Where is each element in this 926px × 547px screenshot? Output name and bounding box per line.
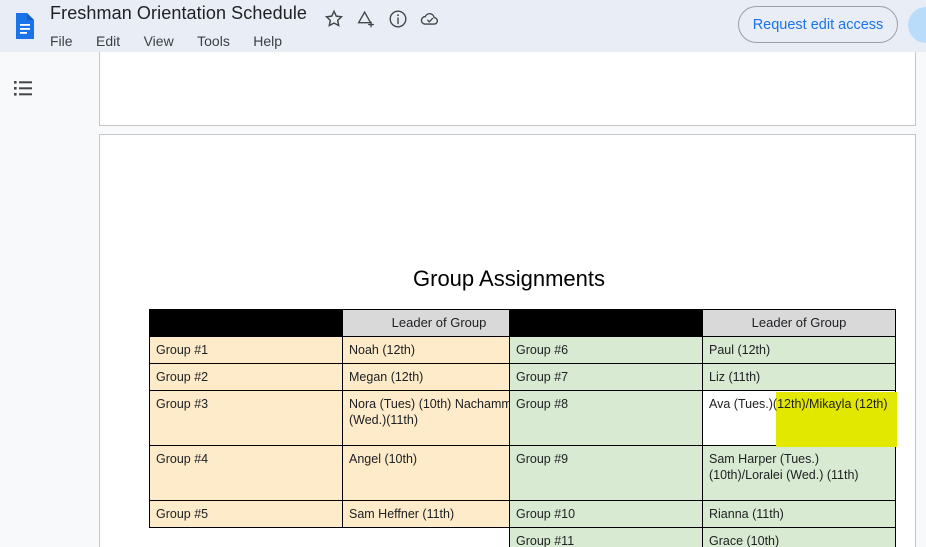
- offline-cloud-icon[interactable]: [419, 8, 441, 30]
- table-header-row: Leader of Group: [509, 309, 896, 337]
- group-leader: Paul (12th): [702, 336, 896, 364]
- group-leader: Nora (Tues) (10th) Nachammai (Wed.)(11th…: [342, 390, 536, 446]
- document-title[interactable]: Freshman Orientation Schedule: [50, 3, 308, 23]
- table-header-row: Leader of Group: [149, 309, 536, 337]
- group-label: Group #1: [149, 336, 343, 364]
- header-cell-leader: Leader of Group: [342, 309, 536, 337]
- google-docs-icon[interactable]: [10, 11, 40, 41]
- document-page-previous: [99, 52, 916, 126]
- request-edit-access-button[interactable]: Request edit access: [738, 6, 898, 43]
- group-label: Group #10: [509, 500, 703, 528]
- group-leader: Angel (10th): [342, 445, 536, 501]
- document-outline-icon[interactable]: [14, 80, 38, 100]
- table-row: Group #7 Liz (11th): [509, 363, 896, 391]
- group-leader: Sam Harper (Tues.) (10th)/Loralei (Wed.)…: [702, 445, 896, 501]
- group-label: Group #11: [509, 527, 703, 547]
- group-leader: Grace (10th): [702, 527, 896, 547]
- table-row: Group #5 Sam Heffner (11th): [149, 500, 536, 528]
- header-cell-blank: [149, 309, 343, 337]
- table-row: Group #1 Noah (12th): [149, 336, 536, 364]
- group-label: Group #2: [149, 363, 343, 391]
- table-row: Group #4 Angel (10th): [149, 445, 536, 501]
- star-icon[interactable]: [323, 8, 345, 30]
- page-title: Group Assignments: [413, 266, 605, 291]
- table-row: Group #8 Ava (Tues.)(12th)/Mikayla (12th…: [509, 390, 896, 446]
- group-label: Group #9: [509, 445, 703, 501]
- group-label: Group #4: [149, 445, 343, 501]
- group-label: Group #3: [149, 390, 343, 446]
- table-row: Group #6 Paul (12th): [509, 336, 896, 364]
- group-leader: Liz (11th): [702, 363, 896, 391]
- document-page: Group Assignments Leader of Group Group …: [99, 134, 916, 547]
- group-leader: Sam Heffner (11th): [342, 500, 536, 528]
- group-label: Group #6: [509, 336, 703, 364]
- menu-item-file[interactable]: File: [50, 33, 73, 49]
- group-leader: Noah (12th): [342, 336, 536, 364]
- menu-item-edit[interactable]: Edit: [96, 33, 121, 49]
- menu-bar: File Edit View Tools Help: [50, 31, 301, 51]
- group-assignments-table-left: Leader of Group Group #1 Noah (12th) Gro…: [149, 309, 536, 528]
- table-row: Group #9 Sam Harper (Tues.) (10th)/Loral…: [509, 445, 896, 501]
- menu-item-help[interactable]: Help: [253, 33, 283, 49]
- group-label: Group #8: [509, 390, 703, 446]
- move-to-drive-icon[interactable]: [355, 8, 377, 30]
- group-label: Group #7: [509, 363, 703, 391]
- group-assignments-table-right: Leader of Group Group #6 Paul (12th) Gro…: [509, 309, 896, 547]
- avatar[interactable]: [908, 7, 926, 43]
- table-row: Group #11 Grace (10th): [509, 527, 896, 547]
- table-row: Group #3 Nora (Tues) (10th) Nachammai (W…: [149, 390, 536, 446]
- table-row: Group #2 Megan (12th): [149, 363, 536, 391]
- document-canvas[interactable]: Group Assignments Leader of Group Group …: [99, 52, 926, 547]
- info-icon[interactable]: [387, 8, 409, 30]
- app-header-bar: Freshman Orientation Schedule File Edit …: [0, 0, 926, 52]
- group-leader: Megan (12th): [342, 363, 536, 391]
- table-row: Group #10 Rianna (11th): [509, 500, 896, 528]
- group-leader: Rianna (11th): [702, 500, 896, 528]
- menu-item-tools[interactable]: Tools: [197, 33, 230, 49]
- menu-item-view[interactable]: View: [143, 33, 174, 49]
- group-label: Group #5: [149, 500, 343, 528]
- group-leader-highlighted: Ava (Tues.)(12th)/Mikayla (12th): [702, 390, 896, 446]
- header-cell-blank: [509, 309, 703, 337]
- left-rail: [0, 52, 99, 547]
- header-cell-leader: Leader of Group: [702, 309, 896, 337]
